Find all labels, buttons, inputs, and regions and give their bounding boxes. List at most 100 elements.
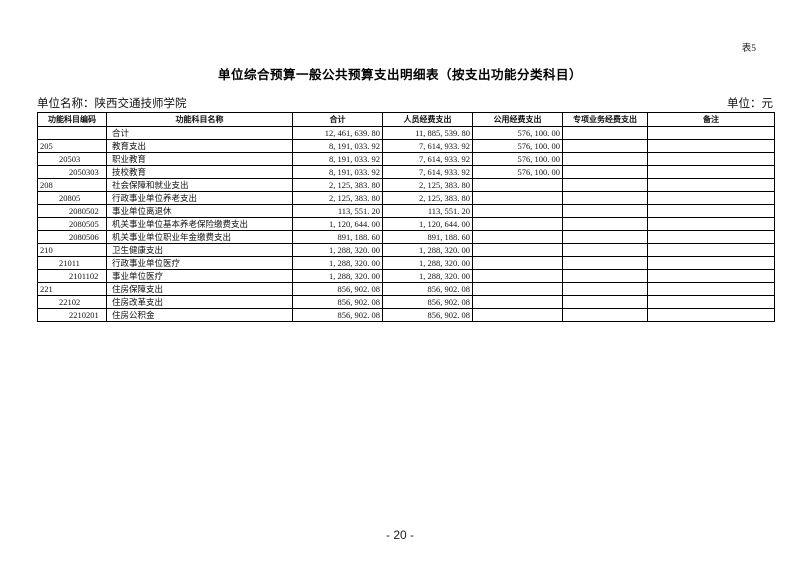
public-expense-cell: 576, 100. 00 [472,165,563,179]
personnel-expense-cell: 1, 120, 644. 00 [382,217,473,231]
special-expense-cell [562,243,648,257]
table-row: 210 卫生健康支出 1, 288, 320. 00 1, 288, 320. … [37,243,775,257]
function-name-cell: 住房改革支出 [106,295,293,309]
personnel-expense-cell: 856, 902. 08 [382,282,473,296]
note-cell [647,139,775,153]
function-name-cell: 住房保障支出 [106,282,293,296]
function-code-cell: 2080505 [37,217,107,231]
function-name-cell: 机关事业单位基本养老保险缴费支出 [106,217,293,231]
note-cell [647,217,775,231]
personnel-expense-cell: 7, 614, 933. 92 [382,139,473,153]
function-name-cell: 卫生健康支出 [106,243,293,257]
special-expense-cell [562,126,648,140]
column-header-note: 备注 [647,112,775,127]
total-amount-cell: 2, 125, 383. 80 [292,191,383,205]
column-header-total: 合计 [292,112,383,127]
special-expense-cell [562,204,648,218]
function-name-cell: 行政事业单位医疗 [106,256,293,270]
special-expense-cell [562,256,648,270]
special-expense-cell [562,295,648,309]
special-expense-cell [562,269,648,283]
table-row: 20805 行政事业单位养老支出 2, 125, 383. 80 2, 125,… [37,191,775,205]
function-code-cell: 2080502 [37,204,107,218]
public-expense-cell [472,204,563,218]
total-amount-cell: 1, 288, 320. 00 [292,269,383,283]
function-code-cell: 205 [37,139,107,153]
column-header-code: 功能科目编码 [37,112,107,127]
personnel-expense-cell: 891, 188. 60 [382,230,473,244]
table-row: 21011 行政事业单位医疗 1, 288, 320. 00 1, 288, 3… [37,256,775,270]
personnel-expense-cell: 1, 288, 320. 00 [382,269,473,283]
note-cell [647,152,775,166]
public-expense-cell [472,243,563,257]
total-amount-cell: 1, 120, 644. 00 [292,217,383,231]
personnel-expense-cell: 2, 125, 383. 80 [382,191,473,205]
function-code-cell: 2210201 [37,308,107,322]
function-code-cell: 208 [37,178,107,192]
public-expense-cell: 576, 100. 00 [472,152,563,166]
function-name-cell: 事业单位医疗 [106,269,293,283]
personnel-expense-cell: 1, 288, 320. 00 [382,243,473,257]
function-name-cell: 教育支出 [106,139,293,153]
public-expense-cell [472,269,563,283]
public-expense-cell [472,295,563,309]
function-code-cell: 2080506 [37,230,107,244]
function-code-cell: 2101102 [37,269,107,283]
special-expense-cell [562,282,648,296]
total-amount-cell: 1, 288, 320. 00 [292,243,383,257]
total-amount-cell: 856, 902. 08 [292,295,383,309]
unit-name-label: 单位名称：陕西交通技师学院 [37,98,187,110]
personnel-expense-cell: 113, 551. 20 [382,204,473,218]
function-code-cell: 21011 [37,256,107,270]
total-amount-cell: 8, 191, 033. 92 [292,139,383,153]
personnel-expense-cell: 856, 902. 08 [382,295,473,309]
note-cell [647,295,775,309]
total-amount-cell: 1, 288, 320. 00 [292,256,383,270]
table-row: 205 教育支出 8, 191, 033. 92 7, 614, 933. 92… [37,139,775,153]
table-row: 2080502 事业单位离退休 113, 551. 20 113, 551. 2… [37,204,775,218]
function-code-cell: 20503 [37,152,107,166]
table-row: 20503 职业教育 8, 191, 033. 92 7, 614, 933. … [37,152,775,166]
function-code-cell: 210 [37,243,107,257]
function-name-cell: 合计 [106,126,293,140]
public-expense-cell [472,282,563,296]
table-row: 2080505 机关事业单位基本养老保险缴费支出 1, 120, 644. 00… [37,217,775,231]
page-title: 单位综合预算一般公共预算支出明细表（按支出功能分类科目） [217,68,582,82]
function-code-cell: 20805 [37,191,107,205]
special-expense-cell [562,139,648,153]
note-cell [647,308,775,322]
personnel-expense-cell: 7, 614, 933. 92 [382,165,473,179]
total-amount-cell: 8, 191, 033. 92 [292,165,383,179]
total-amount-cell: 891, 188. 60 [292,230,383,244]
table-row: 22102 住房改革支出 856, 902. 08 856, 902. 08 [37,295,775,309]
personnel-expense-cell: 856, 902. 08 [382,308,473,322]
info-row: 单位名称：陕西交通技师学院 单位：元 [37,95,773,111]
public-expense-cell [472,217,563,231]
note-cell [647,178,775,192]
personnel-expense-cell: 2, 125, 383. 80 [382,178,473,192]
special-expense-cell [562,191,648,205]
currency-unit-label: 单位：元 [727,98,773,110]
note-cell [647,282,775,296]
special-expense-cell [562,230,648,244]
table-row: 221 住房保障支出 856, 902. 08 856, 902. 08 [37,282,775,296]
public-expense-cell: 576, 100. 00 [472,126,563,140]
total-amount-cell: 8, 191, 033. 92 [292,152,383,166]
function-code-cell: 22102 [37,295,107,309]
note-cell [647,243,775,257]
note-cell [647,165,775,179]
note-cell [647,230,775,244]
note-cell [647,191,775,205]
total-amount-cell: 2, 125, 383. 80 [292,178,383,192]
function-name-cell: 机关事业单位职业年金缴费支出 [106,230,293,244]
function-code-cell: 2050303 [37,165,107,179]
total-amount-cell: 856, 902. 08 [292,308,383,322]
function-code-cell: 221 [37,282,107,296]
function-name-cell: 职业教育 [106,152,293,166]
table-row: 2101102 事业单位医疗 1, 288, 320. 00 1, 288, 3… [37,269,775,283]
column-header-name: 功能科目名称 [106,112,293,127]
table-label: 表5 [741,44,756,54]
table-row: 208 社会保障和就业支出 2, 125, 383. 80 2, 125, 38… [37,178,775,192]
function-code-cell [37,126,107,140]
